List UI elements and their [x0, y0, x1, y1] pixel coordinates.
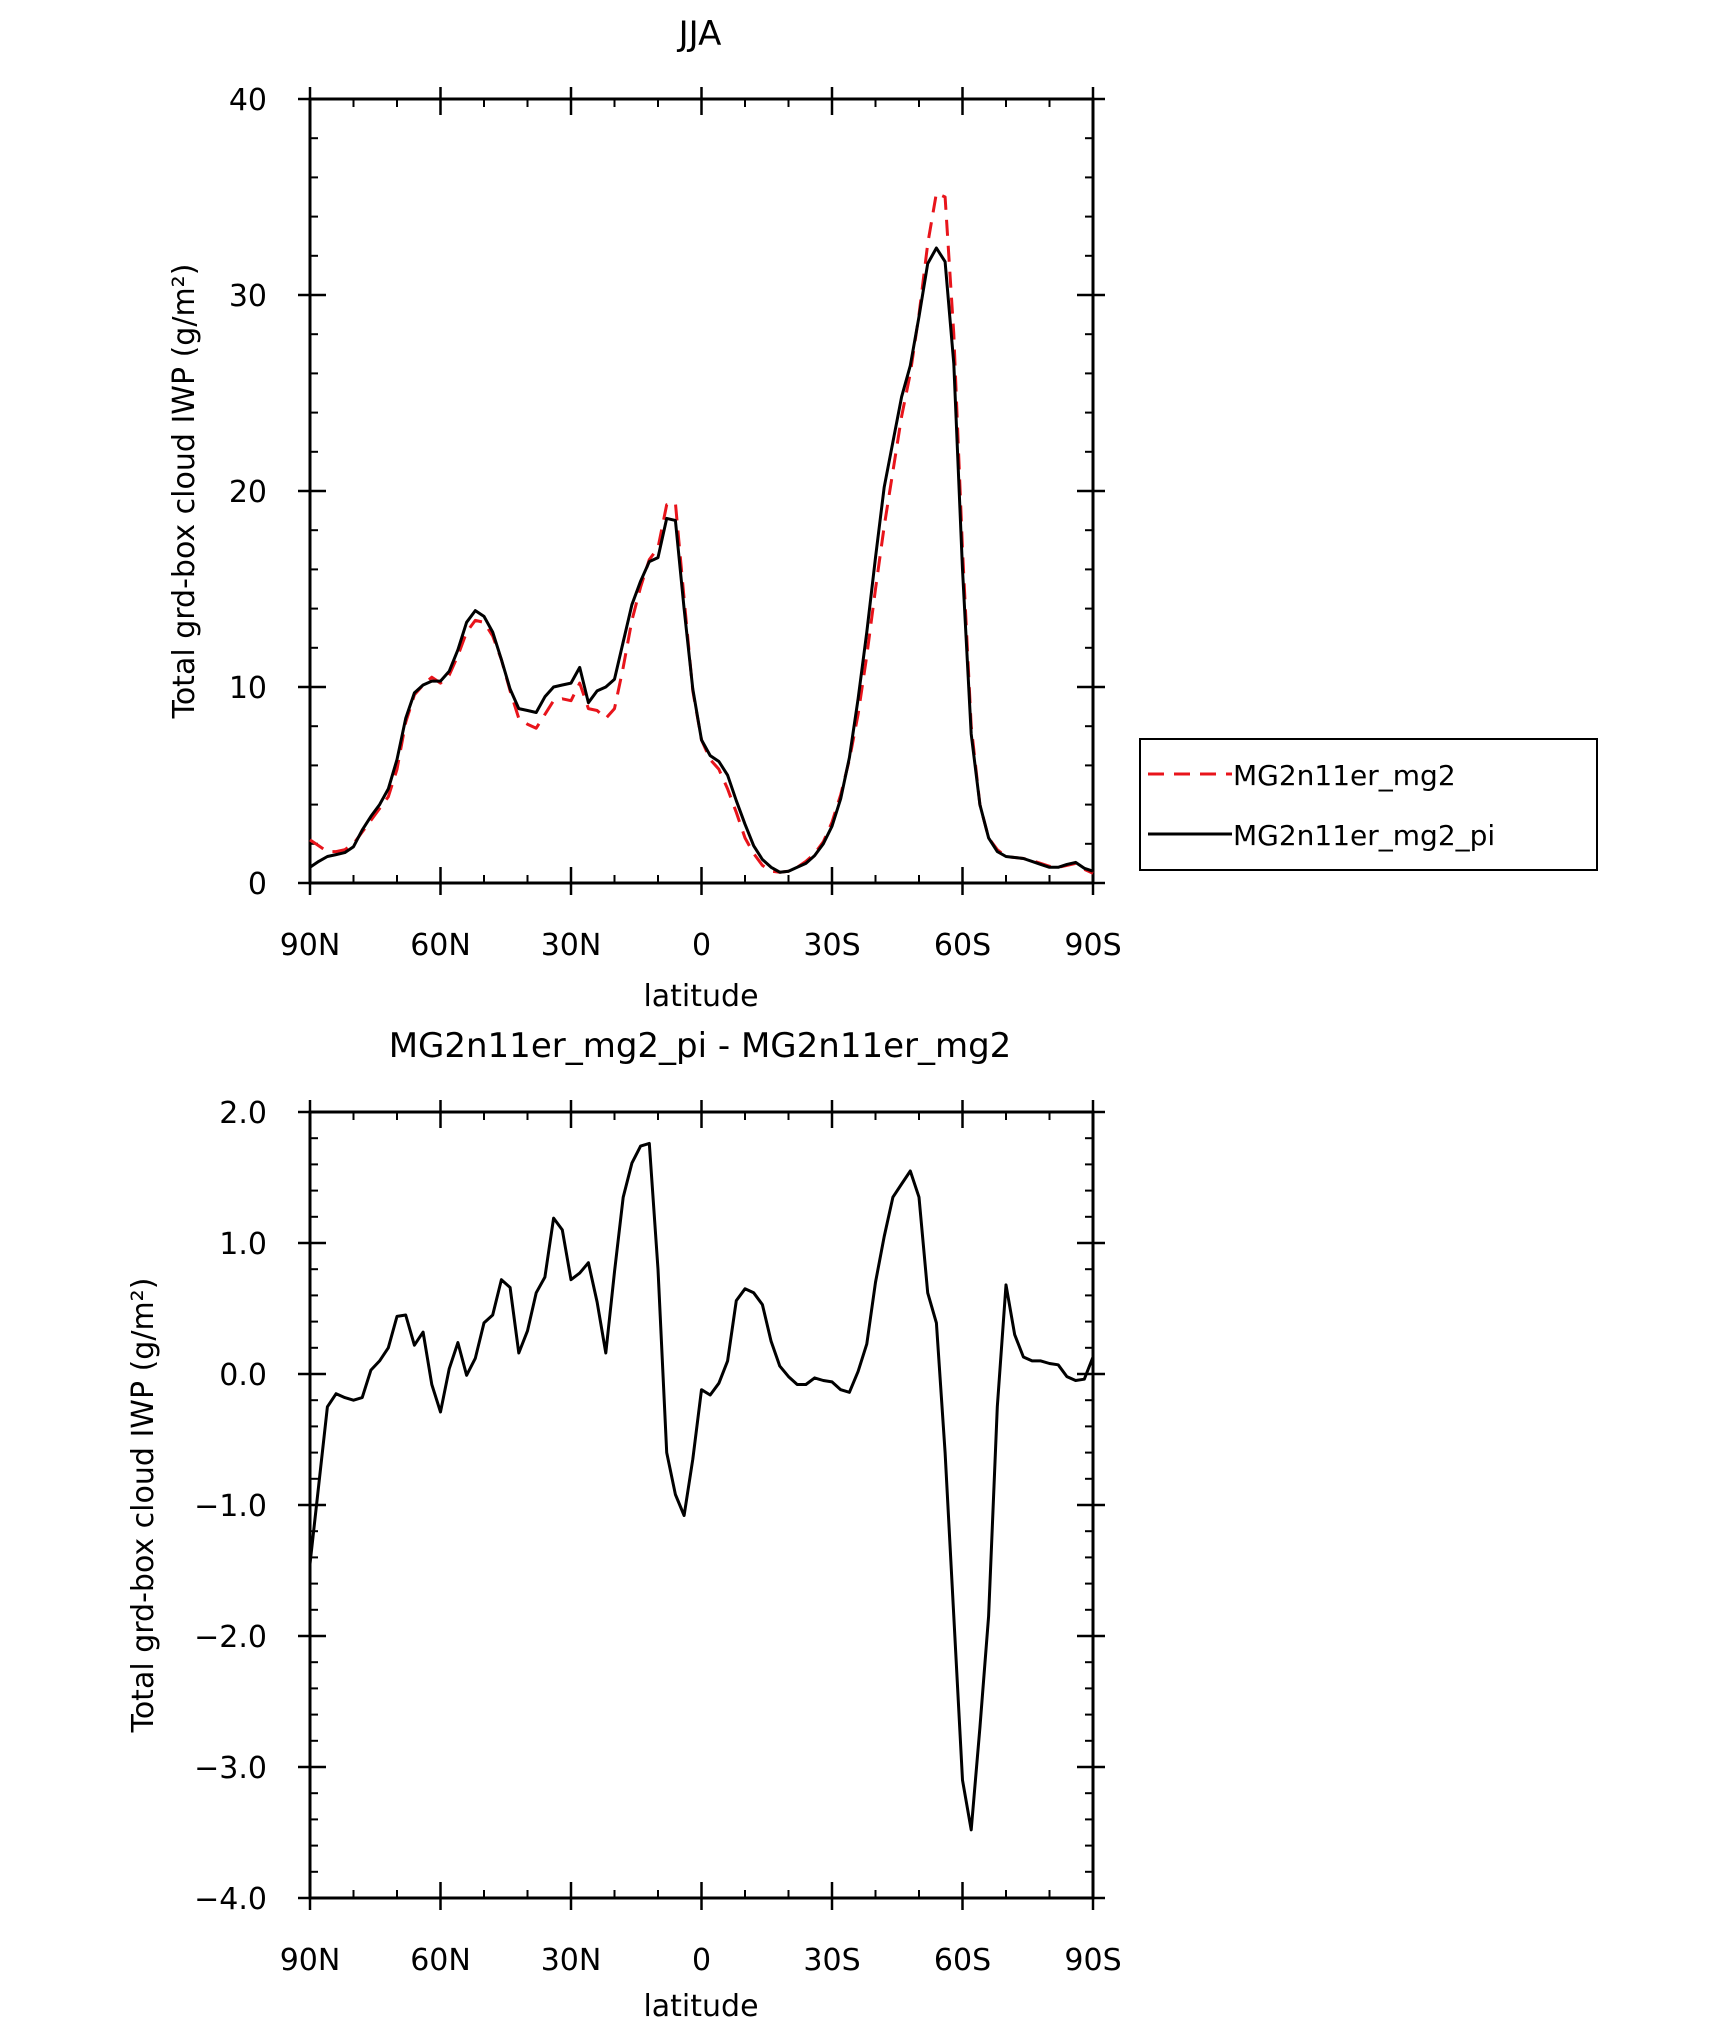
y-tick-label: 0 [248, 867, 267, 902]
top-panel-x-tick-labels: 90N 60N 30N 0 30S 60S 90S [280, 928, 1122, 963]
x-tick-label: 90N [280, 1943, 341, 1978]
bottom-panel-x-axis-label: latitude [643, 1989, 758, 2021]
y-tick-label: 10 [229, 671, 267, 706]
y-tick-label: 1.0 [219, 1227, 267, 1262]
top-panel: JJA 0 10 20 30 40 90N 60N 30N 0 30S 60S 90S latitu… [167, 14, 1598, 1014]
top-panel-y-tick-labels: 0 10 20 30 40 [229, 83, 267, 902]
x-tick-label: 60N [410, 928, 471, 963]
x-tick-label: 30S [803, 1943, 860, 1978]
x-tick-label: 30N [541, 1943, 602, 1978]
y-tick-label: −1.0 [194, 1489, 267, 1524]
x-tick-label: 90S [1064, 928, 1121, 963]
legend: MG2n11er_mg2 MG2n11er_mg2_pi [1139, 738, 1598, 871]
legend-box [1139, 738, 1598, 871]
bottom-panel: MG2n11er_mg2_pi - MG2n11er_mg2 2.0 1.0 0.0… [126, 1026, 1122, 2021]
y-tick-label: 30 [229, 279, 267, 314]
y-tick-label: 0.0 [219, 1358, 267, 1393]
x-tick-label: 60S [934, 928, 991, 963]
series-line-mg2n11er-mg2-pi [309, 246, 1094, 874]
y-tick-label: 20 [229, 475, 267, 510]
x-tick-label: 60S [934, 1943, 991, 1978]
y-tick-label: 2.0 [219, 1096, 267, 1131]
legend-label-mg2: MG2n11er_mg2 [1233, 759, 1456, 792]
legend-label-mg2-pi: MG2n11er_mg2_pi [1233, 819, 1495, 852]
series-line-difference [308, 1141, 1095, 1832]
bottom-panel-major-ticks [298, 1100, 1105, 1910]
top-panel-major-ticks [298, 87, 1105, 895]
bottom-panel-y-tick-labels: 2.0 1.0 0.0 −1.0 −2.0 −3.0 −4.0 [194, 1096, 267, 1917]
top-panel-title: JJA [677, 14, 722, 54]
x-tick-label: 30N [541, 928, 602, 963]
y-tick-label: 40 [229, 83, 267, 118]
bottom-panel-x-tick-labels: 90N 60N 30N 0 30S 60S 90S [280, 1943, 1122, 1978]
bottom-panel-y-axis-label: Total grd-box cloud IWP (g/m²) [126, 1278, 161, 1734]
top-panel-y-axis-label: Total grd-box cloud IWP (g/m²) [167, 264, 202, 720]
x-tick-label: 30S [803, 928, 860, 963]
top-panel-series [309, 191, 1094, 875]
top-panel-x-axis-label: latitude [643, 979, 758, 1014]
y-tick-label: −4.0 [194, 1882, 267, 1917]
x-tick-label: 60N [410, 1943, 471, 1978]
y-tick-label: −3.0 [194, 1751, 267, 1786]
x-tick-label: 0 [692, 928, 711, 963]
x-tick-label: 90S [1064, 1943, 1121, 1978]
x-tick-label: 0 [692, 1943, 711, 1978]
bottom-panel-title: MG2n11er_mg2_pi - MG2n11er_mg2 [389, 1026, 1012, 1066]
y-tick-label: −2.0 [194, 1620, 267, 1655]
x-tick-label: 90N [280, 928, 341, 963]
bottom-panel-series [308, 1141, 1095, 1832]
